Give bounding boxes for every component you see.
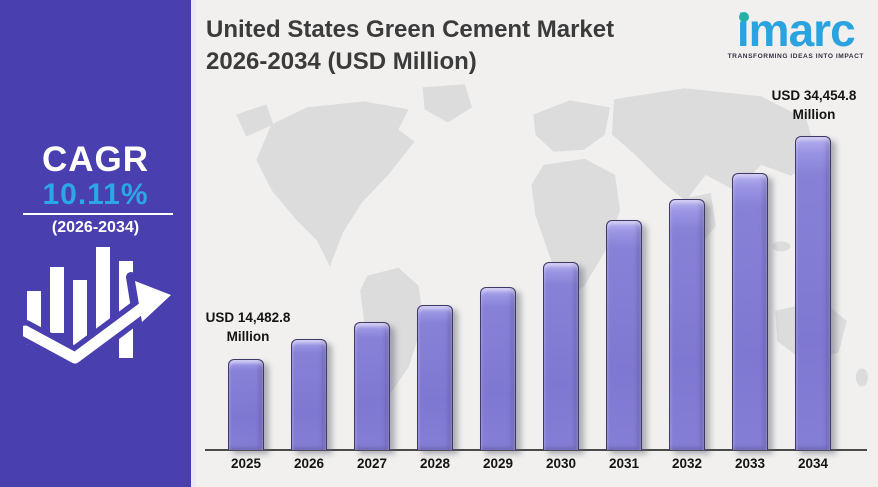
value-label-2025: USD 14,482.8 Million — [198, 308, 298, 346]
x-axis-label-2034: 2034 — [797, 456, 829, 471]
bar-group-2032: 2032 — [669, 199, 705, 472]
bar-group-2027: 2027 — [354, 322, 390, 472]
bar-2025 — [228, 359, 264, 450]
x-axis-label-2027: 2027 — [356, 456, 388, 471]
bar-2031 — [606, 220, 642, 450]
value-label-2025-line2: Million — [226, 329, 270, 344]
value-label-2034: USD 34,454.8 Million — [767, 86, 861, 124]
imarc-logo: imarc TRANSFORMING IDEAS INTO IMPACT — [727, 7, 864, 60]
x-axis-label-2029: 2029 — [482, 456, 514, 471]
growth-chart-arrow-icon — [23, 247, 173, 366]
bar-2028 — [417, 305, 453, 450]
x-axis-label-2030: 2030 — [545, 456, 577, 471]
bar-2029 — [480, 287, 516, 450]
x-axis-line — [205, 449, 867, 451]
imarc-wordmark-wrap: imarc — [737, 7, 856, 53]
bar-group-2030: 2030 — [543, 262, 579, 472]
bar-group-2029: 2029 — [480, 287, 516, 472]
x-axis-label-2025: 2025 — [230, 456, 262, 471]
bar-group-2033: 2033 — [732, 173, 768, 472]
logo-tagline: TRANSFORMING IDEAS INTO IMPACT — [727, 53, 864, 60]
imarc-wordmark: imarc — [736, 4, 856, 56]
bar-group-2025: 2025 — [228, 359, 264, 472]
bar-2030 — [543, 262, 579, 450]
bar-2027 — [354, 322, 390, 450]
bar-chart: 2025 2026 2027 2028 2029 2030 2031 2032 2033 2034 — [228, 136, 831, 472]
bar-2026 — [291, 339, 327, 450]
cagr-panel: CAGR 10.11% (2026-2034) — [0, 0, 196, 487]
chart-panel: United States Green Cement Market 2026-20… — [201, 0, 878, 487]
cagr-value: 10.11% — [42, 178, 149, 211]
bar-group-2026: 2026 — [291, 339, 327, 472]
x-axis-label-2033: 2033 — [734, 456, 766, 471]
page-title-line2: 2026-2034 (USD Million) — [206, 48, 477, 75]
bar-2033 — [732, 173, 768, 450]
bar-2034 — [795, 136, 831, 450]
value-label-2034-line1: USD 34,454.8 — [771, 88, 857, 103]
cagr-label: CAGR — [41, 140, 150, 179]
page-title: United States Green Cement Market 2026-20… — [206, 14, 676, 78]
x-axis-label-2032: 2032 — [671, 456, 703, 471]
logo-dot-icon — [738, 12, 749, 22]
bar-group-2031: 2031 — [606, 220, 642, 472]
bar-group-2028: 2028 — [417, 305, 453, 472]
value-label-2034-line2: Million — [792, 107, 836, 122]
bar-group-2034: 2034 — [795, 136, 831, 472]
x-axis-label-2031: 2031 — [608, 456, 640, 471]
cagr-period: (2026-2034) — [51, 219, 140, 236]
divider — [23, 213, 173, 215]
bar-2032 — [669, 199, 705, 450]
x-axis-label-2026: 2026 — [293, 456, 325, 471]
page-title-line1: United States Green Cement Market — [206, 16, 615, 43]
value-label-2025-line1: USD 14,482.8 — [205, 310, 291, 325]
x-axis-label-2028: 2028 — [419, 456, 451, 471]
